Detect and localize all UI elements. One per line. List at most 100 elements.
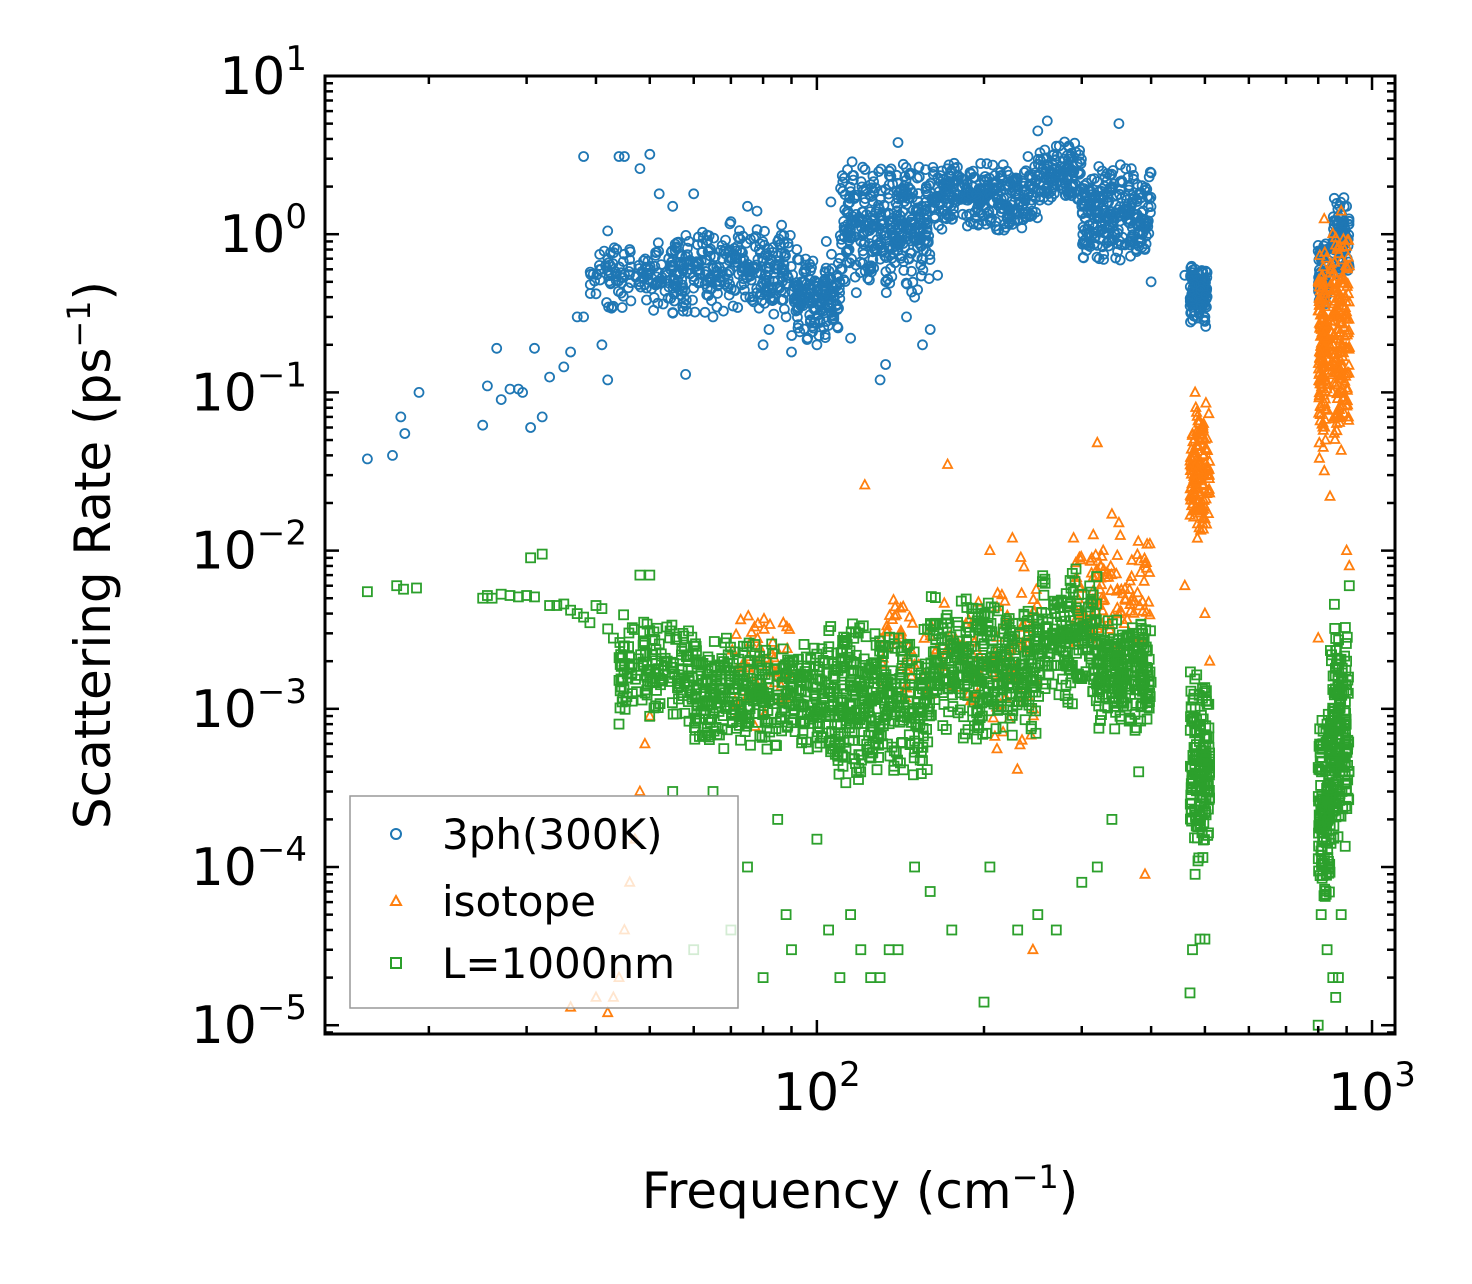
data-point-3ph (807, 255, 819, 267)
data-point-l1000 (942, 634, 953, 646)
data-point-l1000 (1135, 700, 1147, 712)
data-point-3ph (846, 231, 857, 243)
data-point-l1000 (622, 672, 634, 684)
data-point-3ph (791, 280, 803, 292)
data-point-l1000 (615, 661, 627, 672)
data-point-3ph (835, 182, 846, 194)
data-point-isotope (1330, 283, 1342, 296)
data-point-isotope (1192, 482, 1205, 494)
data-point-isotope (1312, 356, 1325, 368)
data-point-3ph (857, 229, 868, 241)
data-point-isotope (987, 711, 1000, 723)
data-point-l1000 (978, 609, 990, 621)
data-point-l1000 (940, 653, 951, 664)
data-point-l1000 (827, 700, 839, 711)
data-point-3ph (1032, 170, 1044, 182)
data-point-3ph (1039, 144, 1051, 156)
data-point-l1000 (1006, 710, 1018, 721)
data-point-l1000 (671, 631, 683, 643)
data-point-3ph (905, 168, 916, 180)
data-point-l1000 (814, 664, 825, 676)
data-point-isotope (1189, 385, 1202, 397)
data-point-l1000 (738, 690, 749, 701)
data-point-3ph (1195, 280, 1206, 292)
data-point-3ph (992, 193, 1003, 205)
data-point-l1000 (1018, 695, 1029, 707)
data-point-l1000 (1187, 750, 1199, 761)
data-point-isotope (1341, 381, 1354, 393)
data-point-3ph (1145, 276, 1157, 288)
data-point-l1000 (1093, 672, 1105, 683)
data-point-l1000 (683, 625, 694, 637)
data-point-3ph (777, 271, 788, 283)
data-point-isotope (643, 709, 656, 721)
data-point-l1000 (848, 657, 860, 669)
data-point-l1000 (947, 638, 959, 649)
data-point-3ph (711, 301, 723, 313)
data-point-3ph (800, 253, 812, 265)
data-point-3ph (1145, 201, 1157, 213)
data-point-l1000 (1341, 638, 1352, 649)
data-point-l1000 (766, 638, 778, 650)
data-point-l1000 (708, 636, 720, 647)
data-point-l1000 (925, 671, 936, 682)
data-point-l1000 (856, 754, 867, 766)
data-point-3ph (1134, 235, 1146, 247)
data-point-3ph (874, 223, 885, 235)
data-point-3ph (1090, 206, 1102, 218)
data-point-l1000 (998, 627, 1010, 639)
data-point-3ph (1093, 253, 1105, 265)
data-point-l1000 (878, 714, 889, 726)
data-point-l1000 (1001, 615, 1012, 626)
data-point-isotope (1142, 595, 1155, 607)
data-point-3ph (935, 170, 946, 182)
data-point-isotope (1102, 570, 1115, 582)
data-point-3ph (819, 329, 831, 341)
data-point-l1000 (1101, 646, 1113, 658)
data-point-3ph (810, 292, 822, 304)
data-point-3ph (745, 274, 757, 286)
data-point-3ph (870, 182, 881, 194)
data-point-l1000 (1188, 692, 1200, 704)
data-point-3ph (927, 161, 939, 173)
data-point-3ph (1199, 311, 1211, 323)
data-point-l1000 (1324, 886, 1335, 898)
data-point-3ph (491, 342, 503, 354)
data-point-3ph (1091, 251, 1103, 263)
data-point-3ph (913, 161, 925, 173)
data-point-l1000 (1064, 575, 1076, 586)
data-point-3ph (617, 256, 629, 268)
data-point-3ph (859, 164, 871, 175)
data-point-isotope (1342, 358, 1355, 370)
data-point-3ph (676, 285, 688, 297)
data-point-l1000 (1022, 618, 1033, 630)
data-point-3ph (1120, 189, 1131, 201)
data-point-l1000 (723, 670, 735, 682)
data-point-isotope (895, 625, 908, 637)
data-point-isotope (1315, 379, 1328, 392)
data-point-l1000 (962, 724, 974, 735)
data-point-3ph (847, 174, 859, 186)
data-point-3ph (802, 332, 814, 344)
data-point-l1000 (1127, 627, 1139, 639)
data-point-3ph (797, 294, 809, 306)
data-point-l1000 (808, 642, 820, 654)
data-point-3ph (688, 282, 699, 294)
data-point-3ph (818, 321, 830, 333)
data-point-l1000 (948, 677, 959, 689)
data-point-3ph (1059, 160, 1071, 172)
data-point-l1000 (854, 622, 866, 634)
data-point-l1000 (637, 639, 649, 651)
data-point-l1000 (1200, 720, 1212, 732)
data-point-3ph (906, 214, 917, 225)
data-point-l1000 (831, 719, 843, 731)
data-point-l1000 (886, 673, 898, 685)
data-point-3ph (1120, 163, 1132, 175)
data-point-isotope (638, 736, 651, 749)
data-point-3ph (1102, 228, 1114, 240)
data-point-3ph (874, 239, 886, 251)
data-point-l1000 (976, 697, 988, 709)
data-point-3ph (558, 361, 570, 373)
data-point-3ph (865, 263, 877, 275)
data-point-3ph (868, 176, 879, 188)
